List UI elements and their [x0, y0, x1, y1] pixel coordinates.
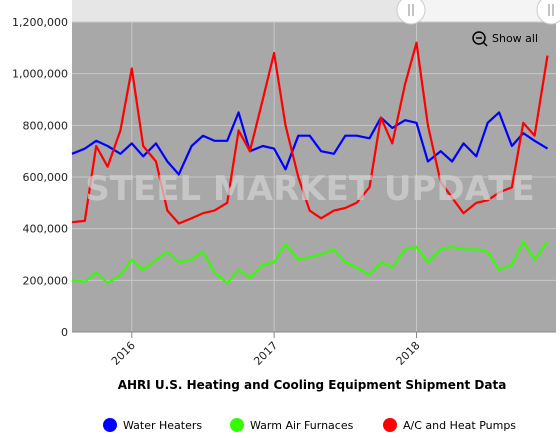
y-tick-label: 1,200,000	[12, 16, 68, 29]
legend-label: A/C and Heat Pumps	[403, 419, 516, 432]
legend-label: Water Heaters	[123, 419, 202, 432]
y-tick-label: 1,000,000	[12, 68, 68, 81]
show-all-button[interactable]: Show all	[472, 31, 538, 47]
y-tick-label: 800,000	[23, 119, 69, 132]
series-line	[71, 111, 549, 176]
x-tick-label: 2018	[394, 339, 423, 368]
legend-label: Warm Air Furnaces	[250, 419, 354, 432]
chart-title: AHRI U.S. Heating and Cooling Equipment …	[118, 378, 507, 392]
navigator-range	[412, 0, 556, 22]
legend-marker	[383, 418, 397, 432]
y-tick-label: 200,000	[23, 274, 69, 287]
navigator-handle[interactable]	[396, 0, 426, 25]
legend-marker	[230, 418, 244, 432]
watermark: STEEL MARKET UPDATE	[85, 169, 534, 209]
series-line	[71, 240, 549, 284]
y-tick-label: 600,000	[23, 171, 69, 184]
x-tick-label: 2016	[109, 339, 138, 368]
series-line	[71, 41, 549, 225]
x-tick-label: 2017	[251, 339, 280, 368]
button-label[interactable]: Show all	[492, 32, 538, 45]
y-tick-label: 0	[61, 326, 68, 339]
legend-marker	[103, 418, 117, 432]
y-tick-label: 400,000	[23, 223, 69, 236]
